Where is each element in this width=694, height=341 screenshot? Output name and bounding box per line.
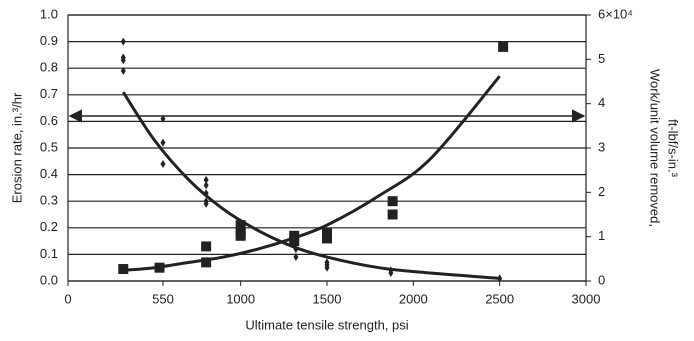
diamond-point	[293, 253, 299, 262]
x-tick-label: 2000	[399, 291, 428, 306]
fit-curve	[121, 91, 500, 280]
y-tick-label: 0.4	[40, 166, 58, 181]
x-tick-label: 1500	[313, 291, 342, 306]
square-point	[387, 196, 398, 207]
y2-tick-label: 5	[598, 51, 605, 66]
square-point	[201, 257, 212, 268]
x-tick-label: 3000	[572, 291, 601, 306]
diamond-point	[203, 181, 209, 190]
y2-tick-label: 3	[598, 139, 605, 154]
y2-tick-label: 2	[598, 184, 605, 199]
x-tick-label: 0	[64, 291, 71, 306]
x-tick-label: 1000	[226, 291, 255, 306]
y2-tick-label: 6×10⁴	[598, 6, 633, 21]
y-tick-label: 0.6	[40, 113, 58, 128]
y-tick-label: 0.8	[40, 60, 58, 75]
diamond-point	[160, 138, 166, 147]
x-tick-label: 2500	[485, 291, 514, 306]
plot-frame	[67, 14, 587, 282]
y-tick-label: 0.3	[40, 193, 58, 208]
y2-tick-label: 1	[598, 228, 605, 243]
y-tick-label: 0.0	[40, 272, 58, 287]
square-point	[387, 209, 398, 220]
square-point	[498, 41, 509, 52]
y2-tick-label: 4	[598, 95, 605, 110]
diamond-point	[203, 199, 209, 208]
y-tick-label: 0.9	[40, 33, 58, 48]
diamond-point	[120, 37, 126, 46]
y-tick-label: 1.0	[40, 6, 58, 21]
square-point	[322, 228, 332, 239]
y2-tick-label: 0	[598, 272, 605, 287]
y-tick-label: 0.5	[40, 139, 58, 154]
square-point	[201, 241, 212, 252]
diamond-point	[120, 56, 126, 65]
square-point	[235, 220, 246, 231]
diamond-point	[203, 175, 209, 184]
square-point	[289, 230, 300, 241]
y2-axis-label: ft-lbf/s-in.³	[666, 119, 681, 177]
x-axis-label: Ultimate tensile strength, psi	[245, 317, 408, 332]
y-tick-label: 0.2	[40, 219, 58, 234]
diamond-point	[120, 66, 126, 75]
fit-curve	[123, 75, 501, 272]
y-tick-label: 0.1	[40, 246, 58, 261]
y-tick-label: 0.7	[40, 86, 58, 101]
square-point	[322, 233, 332, 244]
y2-axis-label: Work/unit volume removed,	[648, 69, 663, 227]
x-tick-label: 550	[152, 291, 174, 306]
diamond-point	[388, 269, 394, 278]
square-point	[289, 236, 300, 247]
y-axis-label: Erosion rate, in.³/hr	[9, 92, 24, 203]
diamond-point	[160, 114, 166, 123]
square-point	[235, 230, 246, 241]
diamond-point	[160, 159, 166, 168]
diamond-point	[324, 263, 330, 272]
